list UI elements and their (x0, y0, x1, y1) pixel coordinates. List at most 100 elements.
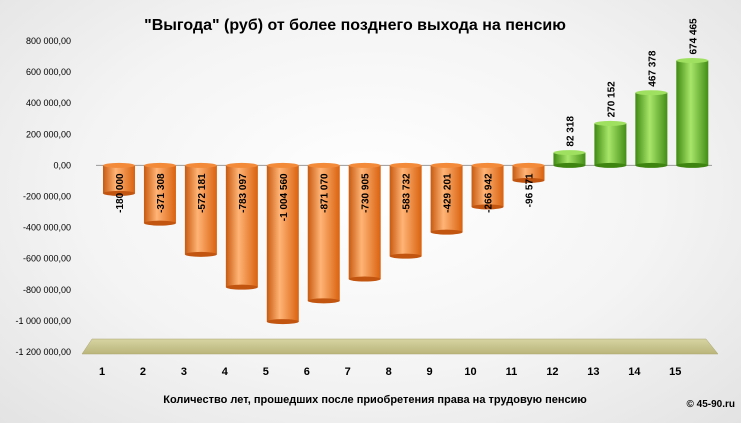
bar (430, 162, 463, 235)
bar-body (676, 60, 709, 166)
bar (225, 162, 258, 290)
bar-cap-bottom (184, 251, 217, 257)
bar-body (635, 92, 668, 166)
bar-cap-top (471, 162, 504, 168)
data-label: 270 152 (606, 81, 617, 118)
y-tick-label: -600 000,00 (23, 254, 71, 264)
data-label: -871 070 (320, 173, 331, 213)
y-tick-label: -400 000,00 (23, 223, 71, 233)
bar-body (471, 165, 504, 207)
x-tick-label: 13 (587, 366, 599, 378)
bar-cap-bottom (389, 253, 422, 259)
bar-cap-bottom (103, 190, 135, 196)
bar-cap-top (635, 90, 668, 96)
bar-body (553, 152, 586, 166)
data-label: -96 571 (525, 173, 536, 207)
bar-cap-bottom (143, 220, 176, 226)
bar (389, 162, 422, 259)
bar-cap-bottom (307, 298, 340, 304)
bar-cap-top (184, 162, 217, 168)
bar-body (430, 165, 463, 233)
bar-cap-top (389, 162, 422, 168)
bar-cap-top (676, 58, 709, 64)
y-axis: 800 000,00 600 000,00 400 000,00 200 000,00… (15, 36, 71, 357)
x-tick-label: 10 (464, 366, 476, 378)
y-tick-label: 800 000,00 (26, 36, 71, 46)
bar-cap-bottom (348, 276, 381, 282)
data-label: -1 004 560 (279, 173, 290, 221)
x-tick-label: 4 (222, 366, 229, 378)
bar-cap-top (103, 162, 135, 168)
bar-body (389, 165, 422, 257)
bar-body (594, 123, 627, 166)
bar-body (307, 165, 340, 301)
bar-body (225, 165, 258, 288)
y-tick-label: 600 000,00 (26, 67, 71, 77)
x-axis-label: Количество лет, прошедших после приобрет… (163, 394, 587, 406)
bar-cap-bottom (430, 229, 463, 235)
bar-cap-bottom (553, 162, 586, 168)
bar-body (512, 165, 545, 181)
bar-cap-bottom (225, 284, 258, 290)
bar (143, 162, 176, 226)
x-tick-label: 14 (628, 366, 641, 378)
bar-cap-bottom (676, 162, 709, 168)
bar-cap-top (266, 162, 299, 168)
y-tick-label: 200 000,00 (26, 129, 71, 139)
x-tick-label: 11 (506, 366, 518, 378)
bar-body (348, 165, 381, 280)
bar-cap-top (348, 162, 381, 168)
y-tick-label: -1 000 000,00 (15, 316, 71, 326)
chart-floor (81, 338, 719, 355)
y-tick-label: -800 000,00 (23, 285, 71, 295)
x-tick-label: 5 (263, 366, 269, 378)
bar-cap-bottom (266, 319, 299, 325)
data-label: -266 942 (484, 173, 495, 213)
bar (471, 162, 504, 210)
x-tick-label: 2 (140, 366, 146, 378)
bar (266, 162, 299, 325)
bar-cap-top (307, 162, 340, 168)
data-labels-group: -180 000 -371 308 -572 181 -783 097 -1 004 5… (115, 18, 699, 221)
bars-group (103, 58, 709, 325)
bar-cap-top (594, 120, 627, 126)
bar-body (103, 165, 135, 194)
bar-cap-bottom (512, 177, 545, 183)
copyright-text: © 45-90.ru (686, 399, 735, 410)
data-label: 82 318 (565, 116, 576, 147)
data-label: -429 201 (443, 173, 454, 213)
bar-cap-top (553, 150, 586, 156)
y-tick-label: -1 200 000,00 (15, 347, 71, 357)
bar-cap-bottom (635, 162, 668, 168)
bar (635, 90, 668, 168)
x-tick-label: 8 (386, 366, 392, 378)
bar (103, 162, 135, 196)
bar (594, 120, 627, 168)
bar (307, 162, 340, 304)
x-tick-label: 7 (345, 366, 351, 378)
x-tick-label: 9 (427, 366, 433, 378)
data-label: -783 097 (238, 173, 249, 213)
data-label: -180 000 (115, 173, 126, 213)
x-tick-label: 1 (99, 366, 105, 378)
x-tick-label: 15 (669, 366, 681, 378)
x-axis: 1 2 3 4 5 6 7 8 9 10 11 12 13 14 15 (99, 366, 681, 378)
bar-cap-bottom (594, 162, 627, 168)
x-tick-label: 3 (181, 366, 187, 378)
bar-body (184, 165, 217, 255)
data-label: -371 308 (156, 173, 167, 213)
data-label: 467 378 (647, 50, 658, 87)
bar-cap-top (430, 162, 463, 168)
bar (348, 162, 381, 282)
bar-cap-top (225, 162, 258, 168)
y-tick-label: 400 000,00 (26, 98, 71, 108)
x-tick-label: 6 (304, 366, 310, 378)
bar-body (266, 165, 299, 322)
bar (676, 58, 709, 168)
data-label: 674 465 (688, 18, 699, 55)
bar (512, 162, 545, 183)
y-tick-label: 0,00 (53, 160, 71, 170)
data-label: -730 905 (361, 173, 372, 213)
